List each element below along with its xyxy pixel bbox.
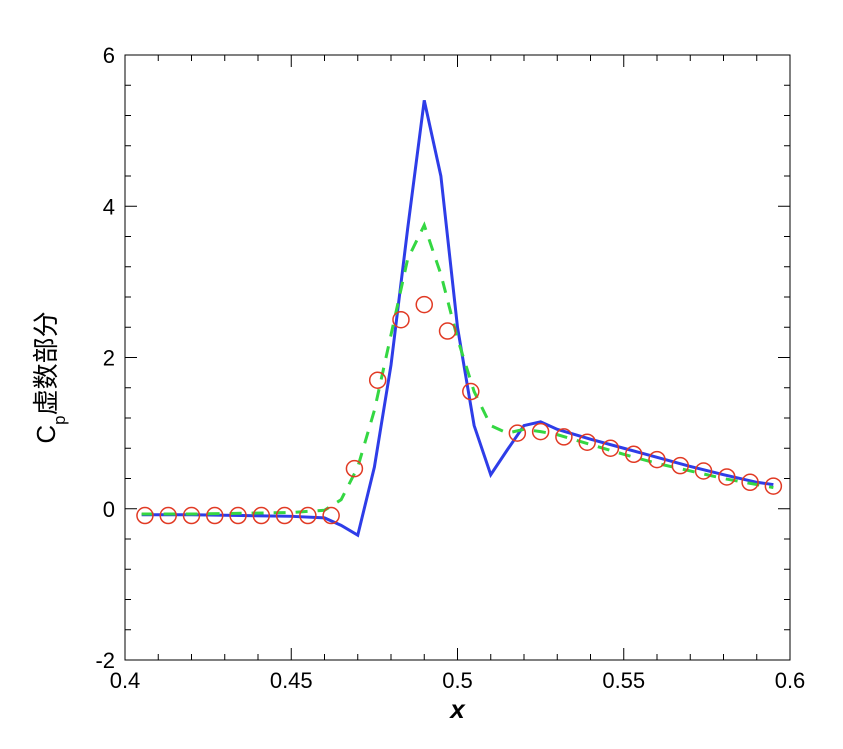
y-tick-label: 4: [103, 194, 115, 219]
cp-imag-chart: 0.40.450.50.550.6-20246xCp虚数部分: [0, 0, 843, 749]
y-tick-label: -2: [95, 648, 115, 673]
x-tick-label: 0.6: [775, 668, 806, 693]
y-tick-label: 0: [103, 497, 115, 522]
y-tick-label: 6: [103, 43, 115, 68]
x-axis-title: x: [448, 694, 466, 724]
x-tick-label: 0.5: [442, 668, 473, 693]
x-tick-label: 0.55: [602, 668, 645, 693]
x-tick-label: 0.45: [270, 668, 313, 693]
y-tick-label: 2: [103, 346, 115, 371]
